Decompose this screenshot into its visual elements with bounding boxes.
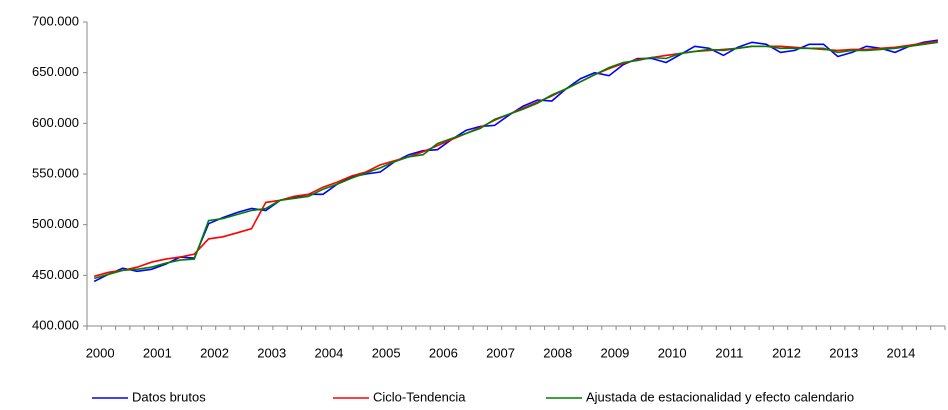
x-tick-label: 2007 (486, 345, 515, 360)
x-tick-label: 2010 (658, 345, 687, 360)
x-tick-label: 2008 (543, 345, 572, 360)
y-tick-label: 400.000 (32, 317, 79, 332)
x-tick-label: 2012 (772, 345, 801, 360)
y-tick-label: 650.000 (32, 64, 79, 79)
y-tick-label: 550.000 (32, 165, 79, 180)
series-line (93, 39, 939, 283)
legend-label: Datos brutos (132, 389, 206, 404)
x-tick-label: 2011 (715, 345, 743, 360)
series-line (93, 40, 939, 278)
y-tick-label: 500.000 (32, 216, 79, 231)
x-tick-label: 2013 (829, 345, 858, 360)
x-tick-label: 2000 (86, 345, 115, 360)
x-tick-label: 2009 (600, 345, 629, 360)
y-tick-label: 450.000 (32, 267, 79, 282)
x-tick-label: 2005 (372, 345, 401, 360)
series-line (93, 41, 939, 280)
x-tick-label: 2006 (429, 345, 458, 360)
legend-label: Ciclo-Tendencia (373, 389, 466, 404)
x-tick-label: 2002 (200, 345, 229, 360)
x-tick-label: 2004 (314, 345, 343, 360)
x-tick-label: 2001 (143, 345, 172, 360)
y-tick-label: 600.000 (32, 115, 79, 130)
y-tick-label: 700.000 (32, 13, 79, 28)
legend-label: Ajustada de estacionalidad y efecto cale… (586, 389, 854, 404)
x-tick-label: 2003 (257, 345, 286, 360)
x-tick-label: 2014 (886, 345, 915, 360)
